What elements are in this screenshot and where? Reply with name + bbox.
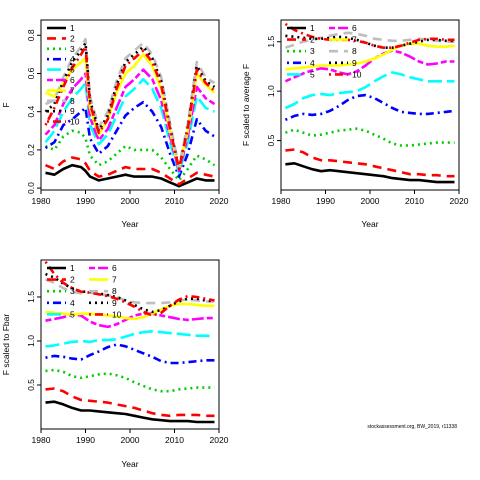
series-line-1 [45,400,215,424]
chart-panel-3: 1980 1990 2000 2010 2020 0.5 1.0 1.5 Year F scale… [1,259,229,469]
legend-label-5: 5 [70,309,75,319]
x-axis-title: Year [361,219,378,229]
footnote: stockassessment.org, BW_2019, r11338 [367,424,457,430]
legend-label-5: 5 [310,69,315,79]
legend-label-7: 7 [112,275,117,285]
y-tick-label: 1.0 [26,335,36,347]
legend-label-1: 1 [70,263,75,273]
x-tick-label: 2020 [210,435,229,445]
legend-label-3: 3 [70,286,75,296]
y-tick-label: 0.5 [26,379,36,391]
legend-label-4: 4 [70,298,75,308]
series-line-7 [45,302,215,321]
legend-label-10: 10 [112,309,122,319]
series-line-2 [45,387,215,418]
legend-label-8: 8 [70,96,75,106]
series-line-1 [285,162,455,184]
x-axis-title: Year [121,459,138,469]
legend-label-7: 7 [70,85,75,95]
series-line-2 [285,148,455,178]
series-line-5 [284,71,455,110]
series-line-10 [284,22,455,50]
y-tick-label: 1.5 [266,36,276,48]
legend: 1 23 45 6 78 910 [47,263,122,319]
x-tick-label: 2020 [210,196,229,206]
x-tick-label: 2000 [121,196,140,206]
legend-label-8: 8 [352,46,357,56]
legend-label-4: 4 [70,54,75,64]
series-line-9 [45,272,215,314]
y-tick-label: 1.0 [266,85,276,97]
legend-label-2: 2 [70,275,75,285]
legend-label-1: 1 [70,23,75,33]
legend-label-5: 5 [70,65,75,75]
series-line-8 [284,31,455,49]
legend-label-7: 7 [352,35,357,45]
chart-panel-1: 1980 1990 2000 2010 2020 0.0 0.2 0.4 0.6 0.8 Year F… [1,19,229,229]
legend-label-3: 3 [70,44,75,54]
x-axis-title: Year [121,219,138,229]
legend-label-3: 3 [310,46,315,56]
y-tick-label: 0.6 [26,67,36,79]
y-axis-title: F scaled to average F [241,64,251,146]
x-tick-label: 1980 [32,435,51,445]
series-line-6 [284,49,455,83]
legend-label-6: 6 [70,75,75,85]
x-tick-label: 2020 [450,196,469,206]
series-line-2 [44,156,215,186]
x-tick-label: 2010 [165,435,184,445]
legend-label-2: 2 [70,33,75,43]
y-tick-label: 1.5 [26,291,36,303]
y-axis-title: F [1,102,11,107]
legend-label-9: 9 [112,298,117,308]
legend-label-1: 1 [310,23,315,33]
series-line-10 [44,261,215,317]
y-tick-label: 0.2 [26,144,36,156]
legend-label-10: 10 [352,69,362,79]
series-line-3 [284,127,455,147]
legend-label-9: 9 [352,58,357,68]
legend-label-6: 6 [112,263,117,273]
series-line-4 [44,100,216,178]
series-line-7 [285,42,455,71]
legend-label-8: 8 [112,286,117,296]
series-line-10 [44,45,216,171]
legend-label-4: 4 [310,58,315,68]
series-line-5 [44,77,216,175]
legend-label-2: 2 [310,35,315,45]
series-line-4 [45,343,215,365]
y-axis-title: F scaled to Fbar [1,314,11,376]
series-line-8 [44,37,216,169]
chart-panel-2: 1980 1990 2000 2010 2020 0.5 1.0 1.5 Year F scale… [241,19,469,229]
y-tick-label: 0.4 [26,106,36,118]
x-tick-label: 1990 [76,196,95,206]
series-line-4 [284,93,455,121]
x-tick-label: 2010 [405,196,424,206]
series-line-5 [45,329,215,348]
legend-label-9: 9 [70,106,75,116]
y-tick-label: 0.5 [266,134,276,146]
legend: 1 23 45 6 78 910 [287,23,362,79]
x-tick-label: 1980 [272,196,291,206]
legend-label-10: 10 [70,117,80,127]
series-line-9 [285,34,455,50]
x-tick-label: 1990 [76,435,95,445]
legend-label-6: 6 [352,23,357,33]
series-line-6 [44,68,216,173]
x-tick-label: 1980 [32,196,51,206]
x-tick-label: 2000 [121,435,140,445]
x-tick-label: 2000 [361,196,380,206]
y-tick-label: 0.8 [26,29,36,41]
series-line-8 [45,278,215,305]
x-tick-label: 2010 [165,196,184,206]
series-line-3 [45,368,215,393]
x-tick-label: 1990 [316,196,335,206]
series-line-1 [45,163,215,188]
y-tick-label: 0.0 [26,182,36,194]
